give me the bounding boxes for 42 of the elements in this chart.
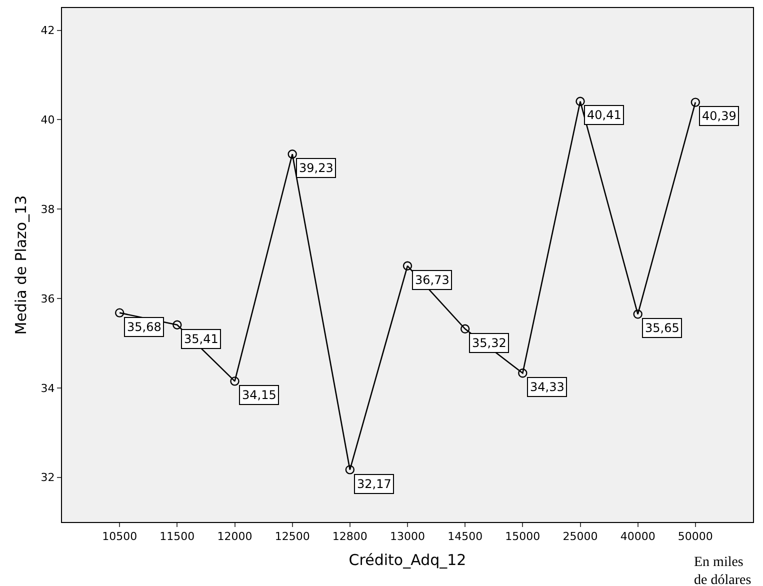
point bbox=[288, 150, 297, 159]
data-label: 32,17 bbox=[357, 477, 392, 491]
y-tick-label: 38 bbox=[40, 202, 55, 216]
x-tick-label: 12800 bbox=[332, 530, 368, 544]
data-label: 35,68 bbox=[127, 320, 162, 334]
point bbox=[114, 308, 124, 318]
data-label: 35,65 bbox=[645, 321, 680, 335]
x-tick-label: 12500 bbox=[274, 530, 310, 544]
data-label: 35,41 bbox=[184, 332, 218, 346]
point bbox=[460, 324, 470, 334]
data-label: 39,23 bbox=[299, 161, 334, 175]
point bbox=[633, 310, 642, 319]
text: En miles de dólares bbox=[694, 555, 752, 586]
x-tick-label: 40000 bbox=[620, 530, 656, 544]
y-axis-title: Media de Plazo_13 bbox=[12, 195, 30, 335]
data-label: 40,41 bbox=[587, 108, 622, 122]
point bbox=[576, 96, 585, 106]
data-label: 35,32 bbox=[472, 336, 506, 350]
point bbox=[518, 368, 528, 378]
point bbox=[402, 261, 412, 270]
point bbox=[345, 465, 355, 474]
x-tick-label: 12000 bbox=[217, 530, 252, 544]
y-tick-label: 42 bbox=[40, 24, 55, 38]
x-tick-label: 15000 bbox=[505, 530, 540, 544]
x-tick-label: 13000 bbox=[390, 530, 425, 544]
x-tick-label: 25000 bbox=[562, 530, 598, 544]
point bbox=[690, 98, 700, 107]
x-axis-title: Crédito_Adq_12 bbox=[348, 551, 466, 570]
data-label: 40,39 bbox=[702, 109, 736, 123]
data-label: 36,73 bbox=[415, 273, 450, 287]
x-tick-label: 14500 bbox=[448, 530, 483, 544]
y-tick-label: 40 bbox=[40, 114, 55, 127]
y-tick-label: 32 bbox=[40, 471, 55, 484]
point bbox=[230, 376, 240, 386]
x-tick-label: 50000 bbox=[678, 530, 713, 544]
x-tick-label: 11500 bbox=[160, 530, 195, 544]
x-tick-label: 10500 bbox=[102, 530, 138, 544]
point bbox=[172, 320, 182, 330]
y-tick-label: 36 bbox=[40, 292, 55, 306]
data-label: 34,15 bbox=[242, 388, 276, 402]
y-tick-label: 34 bbox=[40, 382, 55, 395]
data-label: 34,33 bbox=[530, 380, 564, 394]
